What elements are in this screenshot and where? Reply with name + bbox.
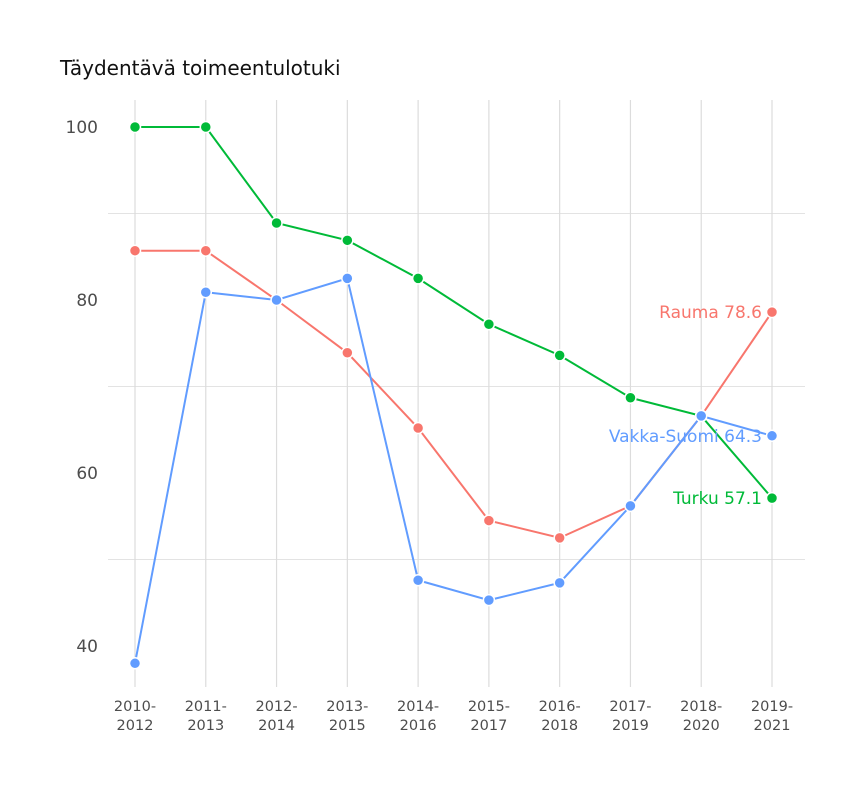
x-tick-label: 2011-2013	[185, 699, 227, 734]
data-point	[411, 574, 425, 587]
data-point	[199, 120, 213, 134]
data-point	[199, 285, 213, 299]
data-point	[553, 349, 566, 362]
x-tick-label: 2019-2021	[751, 699, 793, 734]
y-tick-label: 60	[76, 464, 98, 484]
x-tick-label: 2018-2020	[680, 699, 722, 734]
x-tick-label: 2016-2018	[539, 699, 581, 734]
data-point	[482, 514, 496, 527]
data-point	[341, 272, 354, 285]
data-point	[341, 346, 354, 360]
data-point	[553, 576, 566, 590]
y-axis: 40 60 80 100	[66, 118, 98, 657]
series-vakka-suomi	[128, 272, 779, 670]
x-tick-label: 2012-2014	[255, 699, 297, 734]
data-point	[270, 293, 283, 307]
data-point	[765, 429, 779, 443]
x-tick-label: 2015-2017	[468, 699, 510, 734]
data-point	[270, 216, 283, 230]
data-point	[624, 499, 637, 513]
x-tick-label: 2010-2012	[114, 699, 156, 734]
data-point	[411, 421, 425, 435]
end-label-vakka-suomi: Vakka-Suomi 64.3	[609, 427, 762, 447]
data-point	[694, 409, 708, 423]
series-turku	[128, 120, 779, 505]
data-point	[482, 317, 496, 331]
data-point	[624, 391, 637, 404]
chart-title: Täydentävä toimeentulotuki	[60, 56, 341, 80]
data-point	[341, 234, 354, 247]
x-axis: 2010-2012 2011-2013 2012-2014 2013-2015 2014…	[114, 699, 793, 734]
y-tick-label: 40	[76, 637, 98, 657]
data-point	[765, 305, 779, 319]
data-point	[128, 120, 142, 134]
x-tick-label: 2013-2015	[326, 699, 368, 734]
data-point	[411, 272, 425, 285]
data-point	[199, 244, 213, 257]
gridlines	[108, 100, 805, 687]
data-point	[128, 657, 142, 670]
end-label-turku: Turku 57.1	[672, 489, 762, 509]
data-point	[482, 593, 496, 607]
data-point	[128, 244, 142, 257]
x-tick-label: 2014-2016	[397, 699, 439, 734]
data-point	[553, 531, 566, 545]
end-label-rauma: Rauma 78.6	[659, 303, 762, 323]
y-tick-label: 80	[76, 291, 98, 311]
y-tick-label: 100	[66, 118, 98, 138]
data-point	[765, 491, 779, 505]
x-tick-label: 2017-2019	[609, 699, 651, 734]
